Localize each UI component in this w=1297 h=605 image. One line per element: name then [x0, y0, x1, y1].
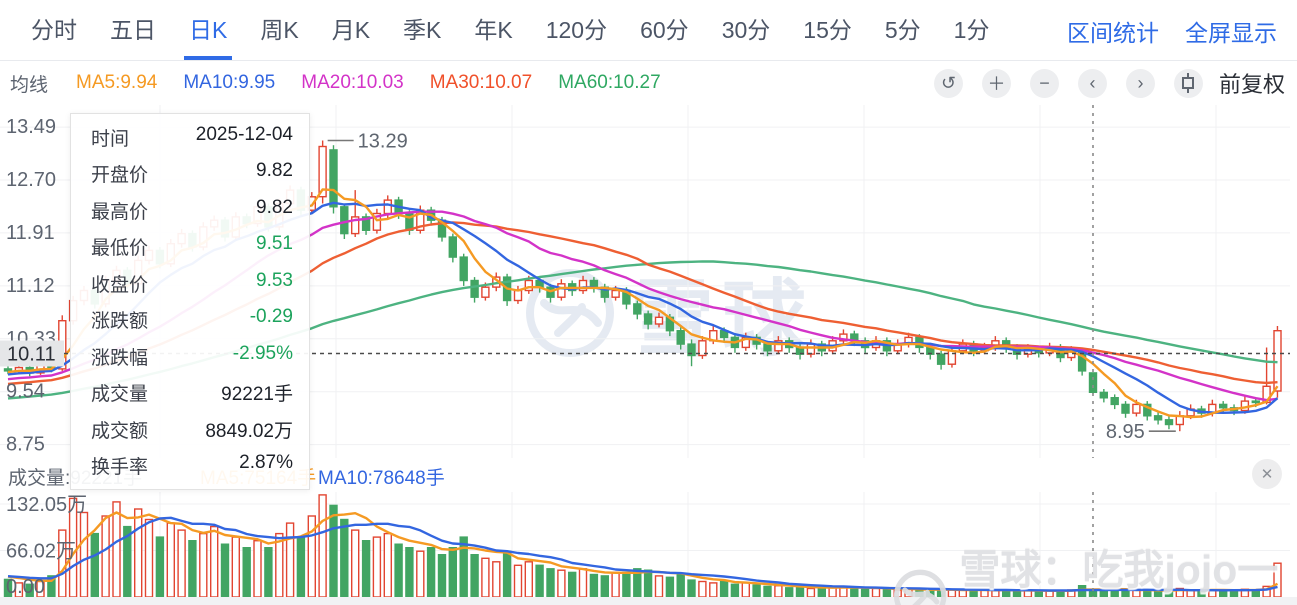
range-stats-link[interactable]: 区间统计 — [1067, 19, 1159, 46]
tooltip-value: 2.87% — [239, 452, 293, 474]
svg-text:8.95: 8.95 — [1106, 421, 1145, 443]
tooltip-value: 9.51 — [256, 233, 293, 255]
ma-legend-item: MA5:9.94 — [76, 72, 158, 93]
svg-text:8.75: 8.75 — [6, 434, 45, 456]
tooltip-label: 涨跌额 — [91, 311, 149, 333]
tooltip-label: 成交额 — [91, 420, 149, 442]
tooltip-label: 开盘价 — [91, 165, 149, 187]
tooltip-value: 8849.02万 — [205, 420, 293, 442]
tooltip-value: 9.53 — [256, 269, 293, 291]
fullscreen-link[interactable]: 全屏显示 — [1185, 19, 1277, 46]
zoom-out-button[interactable]: − — [1029, 68, 1059, 98]
tooltip-row: 涨跌幅 -2.95% — [71, 343, 309, 370]
tooltip-label: 成交量 — [91, 384, 149, 406]
tab-30分[interactable]: 30分 — [721, 17, 771, 43]
close-volume-pane-button[interactable]: ✕ — [1252, 459, 1282, 489]
ma-legend-item: MA30:10.07 — [429, 72, 533, 93]
svg-text:132.05万: 132.05万 — [6, 494, 87, 516]
tooltip-value: 9.82 — [256, 196, 293, 218]
tooltip-label: 涨跌幅 — [91, 347, 149, 369]
tab-五日[interactable]: 五日 — [110, 17, 156, 43]
tooltip-row: 涨跌额 -0.29 — [71, 306, 309, 333]
svg-text:12.70: 12.70 — [6, 169, 56, 191]
period-tabbar: 分时 五日 日K 周K 月K 季K 年K 120分 60分 30分 15分 5分 1分 区间统计 全屏显示 — [0, 0, 1297, 61]
corner-watermark: 雪球：吃我jojo一拳 — [893, 536, 1297, 605]
candle-style-button[interactable] — [1173, 68, 1203, 98]
tooltip-label: 收盘价 — [91, 274, 149, 296]
tab-15分[interactable]: 15分 — [803, 17, 852, 43]
ma-legend-item: MA60:10.27 — [558, 72, 661, 93]
tab-5分[interactable]: 5分 — [884, 17, 921, 43]
tab-1分[interactable]: 1分 — [953, 17, 990, 43]
tooltip-row: 成交额 8849.02万 — [71, 416, 309, 443]
tooltip-value: 9.82 — [256, 160, 293, 182]
tooltip-row: 时间 2025-12-04 — [71, 124, 309, 151]
ma-legend-item: MA10:9.95 — [183, 72, 276, 93]
svg-text:11.12: 11.12 — [6, 275, 55, 297]
ma-title: 均线 — [10, 74, 49, 96]
pan-left-button[interactable]: ‹ — [1077, 68, 1107, 98]
period-tabs: 分时 五日 日K 周K 月K 季K 年K 120分 60分 30分 15分 5分 1分 — [0, 0, 1017, 60]
svg-text:10.11: 10.11 — [7, 344, 56, 366]
tooltip-label: 时间 — [91, 128, 130, 150]
tab-周K[interactable]: 周K — [260, 17, 299, 43]
tab-季K[interactable]: 季K — [403, 17, 442, 43]
svg-text:9.54: 9.54 — [6, 381, 45, 403]
candle-data-tooltip: 时间 2025-12-04 开盘价 9.82 最高价 9.82 最低价 9.51 收盘价 9.53… — [70, 113, 310, 490]
tab-60分[interactable]: 60分 — [640, 17, 689, 43]
tooltip-value: -0.29 — [249, 306, 293, 328]
tooltip-row: 最低价 9.51 — [71, 233, 309, 260]
adjust-mode-label[interactable]: 前复权 — [1218, 72, 1285, 97]
ma-legend-bar: 均线 MA5:9.94 MA10:9.95 MA20:10.03 MA30:10.07… — [0, 61, 1297, 105]
tooltip-row: 开盘价 9.82 — [71, 160, 309, 187]
candlestick-icon — [1182, 73, 1195, 93]
tooltip-row: 成交量 92221手 — [71, 379, 309, 406]
footer-strip — [0, 597, 1297, 605]
tooltip-row: 换手率 2.87% — [71, 452, 309, 479]
ma-items: MA5:9.94 MA10:9.95 MA20:10.03 MA30:10.07 MA6… — [76, 72, 687, 94]
tab-月K[interactable]: 月K — [331, 17, 371, 43]
zoom-in-button[interactable]: ＋ — [981, 68, 1011, 98]
svg-text:66.02万: 66.02万 — [6, 541, 76, 563]
tab-120分[interactable]: 120分 — [545, 17, 608, 43]
tooltip-row: 最高价 9.82 — [71, 197, 309, 224]
xueqiu-logo-icon — [893, 569, 947, 605]
volume-chart[interactable]: 132.05万 66.02万 0.00 — [0, 492, 1297, 597]
chart-controls: ↺ ＋ − ‹ › 前复权 — [915, 67, 1285, 99]
volume-header-item: MA10:78648手 — [318, 468, 445, 489]
undo-button[interactable]: ↺ — [933, 68, 963, 98]
tooltip-label: 最高价 — [91, 201, 149, 223]
tab-日K[interactable]: 日K — [184, 0, 233, 60]
tooltip-row: 收盘价 9.53 — [71, 270, 309, 297]
tab-年K[interactable]: 年K — [474, 17, 513, 43]
tabbar-links: 区间统计 全屏显示 — [1067, 0, 1277, 61]
tooltip-label: 换手率 — [91, 457, 149, 479]
corner-watermark-text: 雪球：吃我jojo一拳 — [959, 547, 1279, 593]
tab-分时[interactable]: 分时 — [31, 17, 77, 43]
svg-text:11.91: 11.91 — [6, 222, 55, 244]
tooltip-value: -2.95% — [232, 342, 293, 364]
tooltip-label: 最低价 — [91, 238, 149, 260]
ma-legend-item: MA20:10.03 — [301, 72, 404, 93]
svg-text:0.00: 0.00 — [6, 576, 45, 597]
svg-text:13.49: 13.49 — [6, 116, 56, 138]
svg-text:13.29: 13.29 — [358, 131, 408, 153]
pan-right-button[interactable]: › — [1125, 68, 1155, 98]
tooltip-value: 92221手 — [221, 384, 293, 406]
tooltip-value: 2025-12-04 — [195, 123, 293, 145]
